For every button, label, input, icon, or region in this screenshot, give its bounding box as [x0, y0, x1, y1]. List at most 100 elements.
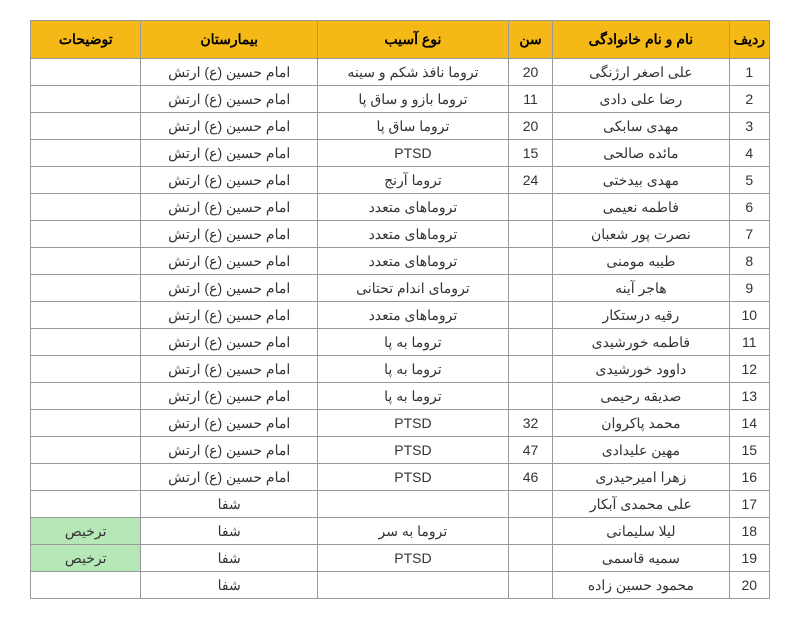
cell-hospital: امام حسین (ع) ارتش: [141, 383, 317, 410]
cell-age: [508, 572, 552, 599]
cell-injury: PTSD: [317, 437, 508, 464]
cell-notes: [31, 194, 141, 221]
cell-row: 20: [729, 572, 769, 599]
cell-injury: PTSD: [317, 464, 508, 491]
cell-row: 15: [729, 437, 769, 464]
cell-notes: [31, 86, 141, 113]
table-row: 3مهدی سابکی20تروما ساق پاامام حسین (ع) ا…: [31, 113, 770, 140]
table-row: 20محمود حسین زاده شفا: [31, 572, 770, 599]
table-row: 13صدیقه رحیمیتروما به پاامام حسین (ع) ار…: [31, 383, 770, 410]
cell-age: [508, 221, 552, 248]
cell-hospital: امام حسین (ع) ارتش: [141, 113, 317, 140]
cell-name: زهرا امیرحیدری: [553, 464, 729, 491]
cell-notes: [31, 140, 141, 167]
table-row: 5مهدی بیدختی24تروما آرنجامام حسین (ع) ار…: [31, 167, 770, 194]
cell-age: 20: [508, 113, 552, 140]
table-row: 2رضا علی دادی11تروما بازو و ساق پاامام ح…: [31, 86, 770, 113]
cell-notes: [31, 275, 141, 302]
cell-injury: PTSD: [317, 140, 508, 167]
col-age: سن: [508, 21, 552, 59]
cell-hospital: امام حسین (ع) ارتش: [141, 194, 317, 221]
cell-notes: [31, 248, 141, 275]
cell-row: 10: [729, 302, 769, 329]
cell-name: رقیه درستکار: [553, 302, 729, 329]
cell-injury: تروما به پا: [317, 356, 508, 383]
cell-row: 19: [729, 545, 769, 572]
cell-notes: [31, 491, 141, 518]
cell-injury: تروما به سر: [317, 518, 508, 545]
cell-injury: PTSD: [317, 410, 508, 437]
cell-name: علی محمدی آبکار: [553, 491, 729, 518]
table-row: 1علی اصغر ارژنگی20تروما نافذ شکم و سینها…: [31, 59, 770, 86]
cell-injury: تروماهای متعدد: [317, 221, 508, 248]
cell-name: سمیه قاسمی: [553, 545, 729, 572]
cell-age: [508, 491, 552, 518]
cell-row: 12: [729, 356, 769, 383]
cell-name: محمد پاکروان: [553, 410, 729, 437]
cell-name: طیبه مومنی: [553, 248, 729, 275]
cell-row: 17: [729, 491, 769, 518]
cell-injury: تروما آرنج: [317, 167, 508, 194]
cell-name: مهین علیدادی: [553, 437, 729, 464]
cell-notes: [31, 383, 141, 410]
cell-hospital: امام حسین (ع) ارتش: [141, 356, 317, 383]
cell-notes: [31, 356, 141, 383]
cell-notes: ترخیص: [31, 545, 141, 572]
cell-row: 14: [729, 410, 769, 437]
cell-hospital: شفا: [141, 518, 317, 545]
table-row: 16زهرا امیرحیدری46PTSDامام حسین (ع) ارتش: [31, 464, 770, 491]
cell-hospital: امام حسین (ع) ارتش: [141, 59, 317, 86]
cell-hospital: امام حسین (ع) ارتش: [141, 167, 317, 194]
cell-injury: تروما نافذ شکم و سینه: [317, 59, 508, 86]
table-row: 7نصرت پور شعبانتروماهای متعددامام حسین (…: [31, 221, 770, 248]
cell-injury: تروما به پا: [317, 383, 508, 410]
cell-age: [508, 302, 552, 329]
table-header-row: ردیف نام و نام خانوادگی سن نوع آسیب بیما…: [31, 21, 770, 59]
cell-injury: تروما به پا: [317, 329, 508, 356]
table-row: 12داوود خورشیدیتروما به پاامام حسین (ع) …: [31, 356, 770, 383]
cell-age: 46: [508, 464, 552, 491]
cell-hospital: امام حسین (ع) ارتش: [141, 464, 317, 491]
cell-injury: تروماهای متعدد: [317, 194, 508, 221]
cell-row: 9: [729, 275, 769, 302]
cell-age: [508, 329, 552, 356]
cell-row: 2: [729, 86, 769, 113]
table-row: 17علی محمدی آبکارشفا: [31, 491, 770, 518]
cell-hospital: امام حسین (ع) ارتش: [141, 302, 317, 329]
cell-hospital: امام حسین (ع) ارتش: [141, 86, 317, 113]
cell-notes: [31, 221, 141, 248]
table-row: 14محمد پاکروان32PTSDامام حسین (ع) ارتش: [31, 410, 770, 437]
cell-name: محمود حسین زاده: [553, 572, 729, 599]
cell-hospital: شفا: [141, 572, 317, 599]
cell-hospital: امام حسین (ع) ارتش: [141, 140, 317, 167]
col-notes: توضیحات: [31, 21, 141, 59]
cell-hospital: امام حسین (ع) ارتش: [141, 221, 317, 248]
cell-age: [508, 194, 552, 221]
table-row: 19سمیه قاسمی PTSDشفاترخیص: [31, 545, 770, 572]
cell-hospital: شفا: [141, 545, 317, 572]
cell-notes: [31, 329, 141, 356]
cell-notes: [31, 113, 141, 140]
table-row: 6فاطمه نعیمی تروماهای متعددامام حسین (ع) …: [31, 194, 770, 221]
cell-age: 15: [508, 140, 552, 167]
cell-row: 18: [729, 518, 769, 545]
cell-injury: PTSD: [317, 545, 508, 572]
table-row: 18لیلا سلیمانیتروما به سرشفاترخیص: [31, 518, 770, 545]
cell-notes: [31, 464, 141, 491]
cell-notes: [31, 302, 141, 329]
cell-injury: [317, 491, 508, 518]
cell-injury: تروماهای متعدد: [317, 302, 508, 329]
cell-row: 6: [729, 194, 769, 221]
cell-age: [508, 383, 552, 410]
table-row: 8طیبه مومنیتروماهای متعددامام حسین (ع) ا…: [31, 248, 770, 275]
cell-injury: ترومای اندام تحتانی: [317, 275, 508, 302]
cell-name: مهدی بیدختی: [553, 167, 729, 194]
cell-name: مائده صالحی: [553, 140, 729, 167]
cell-notes: [31, 59, 141, 86]
table-row: 9هاجر آینهترومای اندام تحتانیامام حسین (…: [31, 275, 770, 302]
cell-age: 11: [508, 86, 552, 113]
col-row: ردیف: [729, 21, 769, 59]
cell-name: نصرت پور شعبان: [553, 221, 729, 248]
cell-name: فاطمه نعیمی: [553, 194, 729, 221]
cell-notes: ترخیص: [31, 518, 141, 545]
